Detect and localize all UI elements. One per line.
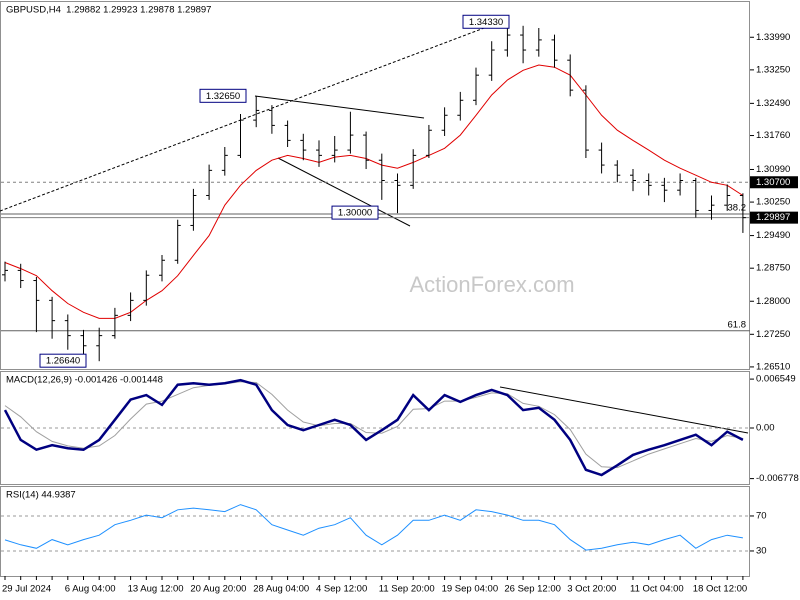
rsi-pane (0, 486, 750, 577)
macd-pane (0, 371, 750, 485)
moving-average (4, 64, 744, 319)
y-tick-label: 1.33990 (756, 32, 790, 43)
annotation-label: 1.34330 (469, 17, 503, 28)
price-pane (0, 1, 750, 370)
chart-title: GBPUSD,H4 1.29882 1.29923 1.29878 1.2989… (6, 5, 211, 16)
annotation-box (331, 205, 379, 220)
macd-trend-line (499, 386, 749, 434)
y-tick-label: 1.28750 (756, 263, 790, 274)
y-tick-label: 1.32490 (756, 98, 790, 109)
x-tick-label: 20 Aug 20:00 (190, 584, 246, 595)
price-level-box (750, 176, 798, 189)
y-tick-label: 1.26510 (756, 361, 790, 372)
x-tick-label: 26 Sep 12:00 (504, 584, 561, 595)
annotation-box (39, 353, 87, 368)
watermark: ActionForex.com (409, 272, 574, 297)
x-tick-label: 3 Oct 20:00 (567, 584, 616, 595)
y-tick-label: 1.28000 (756, 296, 790, 307)
x-tick-label: 18 Oct 12:00 (693, 584, 747, 595)
rsi-title: RSI(14) 44.9387 (6, 490, 76, 501)
macd-line (3, 378, 744, 477)
price-level-label: 1.30700 (756, 177, 790, 188)
y-tick-label: -0.006778 (756, 473, 799, 484)
y-tick-label: 1.31760 (756, 130, 790, 141)
plot-layer: 1.33990 1.33250 1.32490 1.31760 1.30990 1.302… (1, 14, 799, 595)
trend-line (277, 157, 411, 227)
x-tick-label: 29 Jul 2024 (2, 584, 51, 595)
annotation-label: 1.30000 (338, 208, 372, 219)
rsi-line (4, 504, 743, 551)
annotation-box (462, 14, 510, 29)
x-tick-label: 19 Sep 04:00 (442, 584, 499, 595)
x-tick-label: 4 Sep 12:00 (316, 584, 367, 595)
y-tick-label: 1.30990 (756, 164, 790, 175)
x-tick-label: 6 Aug 04:00 (65, 584, 116, 595)
y-tick-label: 0.00 (756, 423, 775, 434)
y-tick-label: 30 (756, 545, 767, 556)
y-tick-label: 1.33250 (756, 64, 790, 75)
x-tick-label: 11 Oct 04:00 (630, 584, 684, 595)
y-tick-label: 70 (756, 510, 767, 521)
price-level-box (750, 211, 798, 224)
y-tick-label: 1.29490 (756, 230, 790, 241)
fib-label: 61.8 (728, 319, 747, 330)
signal-line (4, 381, 743, 469)
channel-line (0, 21, 501, 212)
y-tick-label: 0.006549 (756, 374, 796, 385)
x-tick-label: 13 Aug 12:00 (128, 584, 184, 595)
macd-title: MACD(12,26,9) -0.001426 -0.001448 (6, 375, 163, 386)
y-tick-label: 1.27250 (756, 329, 790, 340)
y-tick-label: 1.30250 (756, 197, 790, 208)
annotation-box (199, 88, 247, 103)
x-tick-label: 11 Sep 20:00 (379, 584, 435, 595)
price-level-label: 1.29897 (756, 212, 790, 223)
annotation-label: 1.26640 (46, 356, 80, 367)
x-tick-label: 28 Aug 04:00 (253, 584, 309, 595)
fib-label: 38.2 (728, 203, 747, 214)
annotation-label: 1.32650 (206, 91, 240, 102)
trend-line (254, 95, 425, 119)
